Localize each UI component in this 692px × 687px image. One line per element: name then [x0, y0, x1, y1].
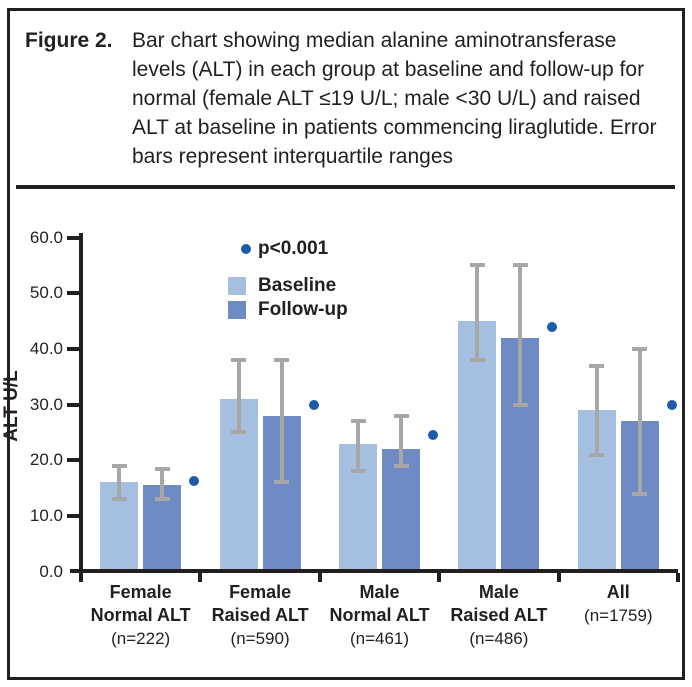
error-bar-line [475, 265, 480, 361]
error-bar-cap-top [111, 463, 127, 468]
y-tick-label: 30.0 [29, 394, 63, 414]
error-bar-cap-bottom [469, 358, 485, 363]
legend-baseline-swatch-icon [228, 277, 246, 295]
error-bar-cap-bottom [393, 463, 409, 468]
error-bar-cap-top [154, 466, 170, 471]
x-category-label-0: Female Normal ALT (n=222) [76, 581, 206, 650]
x-category-n: (n=590) [230, 629, 290, 648]
x-tick [556, 573, 561, 582]
error-bar-cap-top [512, 263, 528, 268]
x-category-line: Male [359, 582, 400, 602]
x-tick [437, 573, 442, 582]
y-tick-label: 40.0 [29, 338, 63, 358]
bar-followup-2 [382, 449, 420, 569]
error-bar-cap-top [589, 363, 605, 368]
y-tick [67, 346, 80, 351]
x-category-n: (n=222) [111, 629, 171, 648]
x-category-label-2: Male Normal ALT (n=461) [315, 581, 445, 650]
error-bar-line [279, 360, 284, 483]
bar-baseline-3 [458, 321, 497, 569]
error-bar-line [356, 421, 360, 472]
error-bar-cap-bottom [589, 452, 605, 457]
legend-significance-label: p<0.001 [258, 238, 329, 259]
y-axis-line [79, 233, 83, 582]
y-tick-label: 20.0 [29, 450, 63, 470]
error-bar-cap-top [469, 263, 485, 268]
y-tick [67, 291, 80, 296]
error-bar-cap-bottom [632, 491, 648, 496]
error-bar-line [594, 365, 599, 455]
caption-divider [16, 185, 675, 189]
figure-label: Figure 2. [25, 29, 113, 52]
error-bar-cap-top [393, 413, 409, 418]
x-category-n: (n=1759) [584, 606, 653, 625]
significance-dot-1 [308, 399, 319, 410]
error-bar-cap-bottom [350, 469, 366, 474]
y-tick-label: 50.0 [29, 283, 63, 303]
significance-dot-4 [666, 399, 677, 410]
error-bar-cap-bottom [274, 480, 290, 485]
error-bar-line [518, 265, 523, 405]
x-category-line: Male [478, 582, 519, 602]
error-bar-cap-bottom [231, 430, 247, 435]
legend-followup-swatch-icon [228, 301, 246, 319]
error-bar-line [160, 468, 165, 500]
error-bar-cap-top [350, 419, 366, 424]
x-tick [198, 573, 203, 582]
error-bar-cap-top [274, 358, 290, 363]
error-bar-cap-top [632, 346, 648, 351]
x-category-line: Female [109, 582, 172, 602]
x-category-label-4: All (n=1759) [553, 581, 683, 627]
error-bar-line [399, 415, 403, 466]
x-category-line: Normal ALT [329, 605, 430, 625]
error-bar-line [117, 465, 122, 500]
legend-significance-dot-icon [241, 244, 251, 254]
figure-border [7, 8, 685, 680]
figure-caption-text: Bar chart showing median alanine aminotr… [132, 29, 657, 168]
error-bar-line [236, 360, 241, 433]
x-category-line: All [606, 582, 630, 602]
x-tick [317, 573, 322, 582]
x-tick [676, 573, 680, 582]
error-bar-cap-top [231, 358, 247, 363]
x-category-line: Raised ALT [450, 605, 548, 625]
x-category-label-3: Male Raised ALT (n=486) [434, 581, 564, 650]
y-tick [67, 458, 80, 463]
x-category-line: Raised ALT [211, 605, 309, 625]
significance-dot-2 [428, 430, 438, 441]
error-bar-cap-bottom [512, 402, 528, 407]
y-tick-label: 0.0 [39, 561, 63, 581]
legend-baseline-label: Baseline [258, 275, 337, 296]
x-category-n: (n=486) [469, 629, 529, 648]
error-bar-cap-bottom [111, 497, 127, 502]
y-tick-label: 10.0 [29, 505, 63, 525]
error-bar-line [637, 348, 642, 494]
y-tick [67, 235, 80, 240]
significance-dot-0 [189, 475, 200, 486]
x-category-line: Female [229, 582, 292, 602]
y-tick-label: 60.0 [29, 227, 63, 247]
significance-dot-3 [547, 321, 558, 332]
error-bar-cap-bottom [154, 497, 170, 502]
x-category-line: Normal ALT [90, 605, 191, 625]
y-tick [67, 402, 80, 407]
x-axis-line [70, 569, 678, 573]
y-tick [67, 513, 80, 518]
x-category-label-1: Female Raised ALT (n=590) [195, 581, 325, 650]
figure-caption: Figure 2. Bar chart showing median alani… [25, 26, 665, 171]
legend-followup-label: Follow-up [258, 299, 348, 320]
x-category-n: (n=461) [349, 629, 410, 648]
